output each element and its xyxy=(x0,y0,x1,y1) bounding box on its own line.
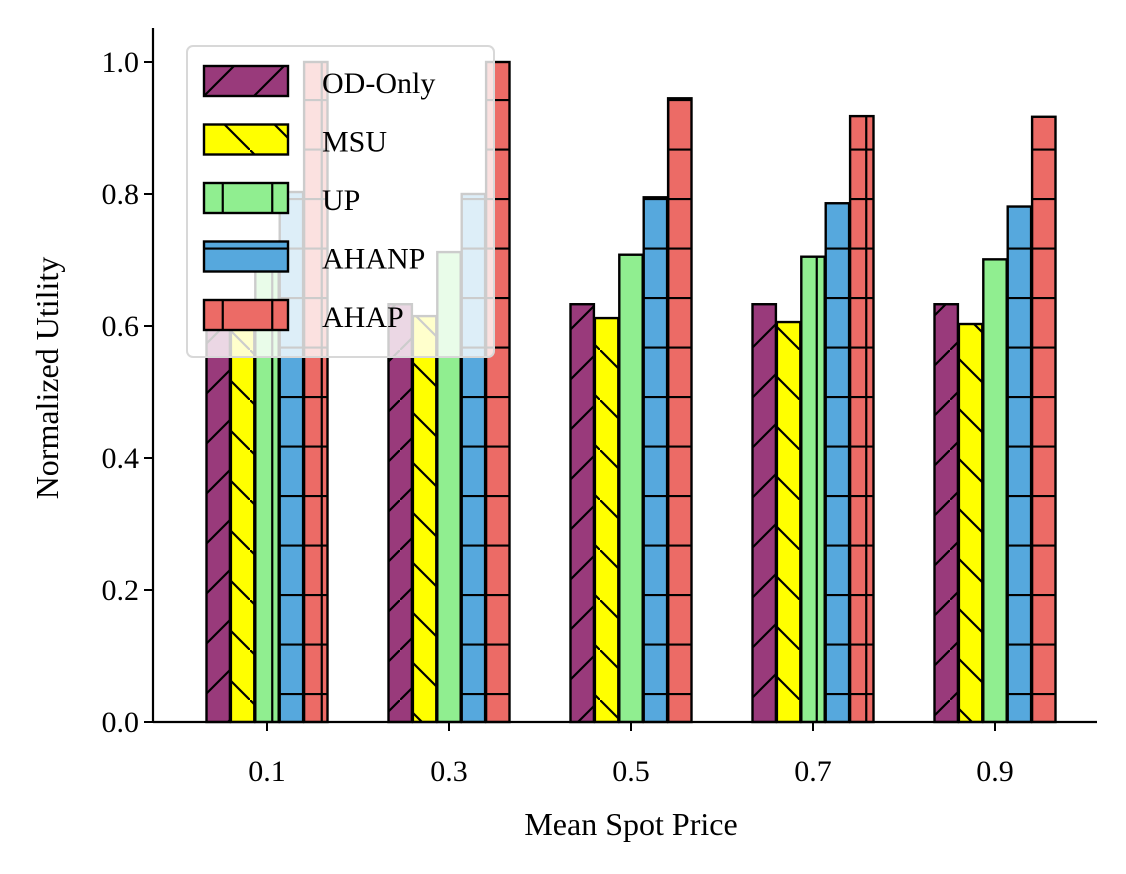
y-axis-label: Normalized Utility xyxy=(29,257,65,500)
legend-label: AHAP xyxy=(322,301,404,334)
legend: OD-Only MSU UP AHANP AHAP xyxy=(186,45,495,358)
x-tick-label: 0.3 xyxy=(430,755,468,788)
x-tick-label: 0.1 xyxy=(248,755,286,788)
bar-ahanp-0-5 xyxy=(642,196,669,724)
y-tick-label: 1.0 xyxy=(102,46,140,79)
y-tick-label: 0.2 xyxy=(102,574,140,607)
bar-od-only-0-7 xyxy=(751,303,778,724)
bar-od-only-0-1 xyxy=(205,303,232,724)
bar-msu-0-5 xyxy=(593,316,620,724)
bar-ahap-0-5 xyxy=(666,97,693,724)
x-tick-label: 0.9 xyxy=(976,755,1014,788)
y-tick-label: 0.6 xyxy=(102,310,140,343)
bar-msu-0-3 xyxy=(411,314,438,724)
bar-od-only-0-5 xyxy=(569,303,596,724)
legend-swatch-ahap xyxy=(202,298,290,332)
x-tick-label: 0.5 xyxy=(612,755,650,788)
bar-up-0-7 xyxy=(800,255,826,724)
bar-msu-0-7 xyxy=(775,320,802,724)
legend-swatch-od-only xyxy=(202,64,290,98)
y-tick-label: 0.4 xyxy=(102,442,140,475)
bar-msu-0-1 xyxy=(229,311,256,724)
legend-swatch-up xyxy=(202,181,290,215)
bar-ahap-0-9 xyxy=(1030,115,1057,724)
bar-ahanp-0-7 xyxy=(824,202,851,724)
legend-label: UP xyxy=(322,184,360,217)
legend-label: OD-Only xyxy=(322,67,435,100)
y-tick-label: 0.0 xyxy=(102,706,140,739)
bar-ahap-0-7 xyxy=(848,114,875,724)
legend-label: MSU xyxy=(322,126,387,159)
bar-ahanp-0-9 xyxy=(1006,205,1033,724)
bar-up-0-9 xyxy=(982,258,1008,724)
bar-up-0-5 xyxy=(618,253,644,724)
legend-swatch-ahanp xyxy=(202,240,290,273)
bar-msu-0-9 xyxy=(957,322,984,724)
legend-swatch-msu xyxy=(202,123,290,156)
axes-layer: 0.0 0.2 0.4 0.6 0.8 1.0 0.1 0.3 0.5 0.7 0.9 xyxy=(102,28,1097,788)
x-axis-label: Mean Spot Price xyxy=(524,806,737,842)
y-tick-label: 0.8 xyxy=(102,178,140,211)
x-tick-label: 0.7 xyxy=(794,755,832,788)
bar-od-only-0-9 xyxy=(933,303,960,724)
legend-label: AHANP xyxy=(322,243,425,276)
bar-od-only-0-3 xyxy=(387,303,414,724)
